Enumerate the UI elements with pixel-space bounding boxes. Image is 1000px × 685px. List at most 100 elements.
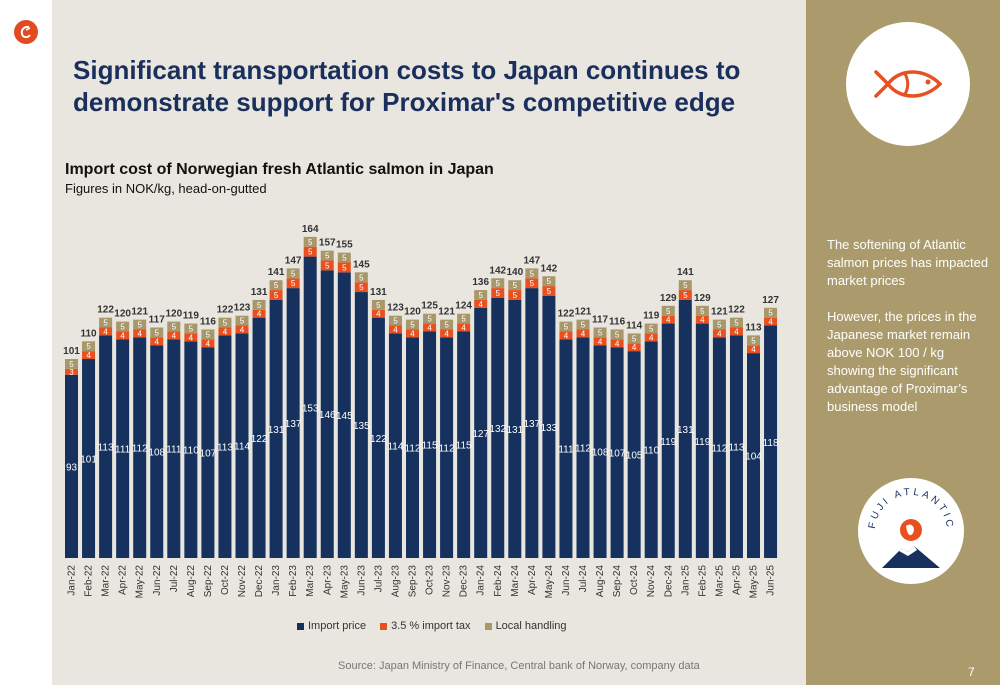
bar-segment xyxy=(661,323,675,558)
x-tick-label: Jun-24 xyxy=(561,565,572,596)
bar-segment xyxy=(184,341,198,558)
bar-segment xyxy=(440,329,454,338)
data-label-tax: 4 xyxy=(734,327,739,336)
data-label-tax: 4 xyxy=(615,339,620,348)
bar-segment xyxy=(286,268,300,279)
data-label-tax: 4 xyxy=(257,310,262,319)
bar-segment xyxy=(388,315,402,326)
bar-segment xyxy=(593,327,607,338)
bar-segment xyxy=(354,282,368,293)
legend-label-handling: Local handling xyxy=(495,620,567,632)
data-label-import: 131 xyxy=(268,425,285,436)
data-label-total: 101 xyxy=(63,346,80,357)
data-label-tax: 4 xyxy=(172,331,177,340)
data-label-tax: 4 xyxy=(478,300,483,309)
company-logo-icon xyxy=(14,20,38,44)
data-label-import: 137 xyxy=(285,419,302,430)
bar-segment xyxy=(627,343,641,352)
data-label-handling: 5 xyxy=(513,281,518,290)
bar-segment xyxy=(252,317,266,558)
data-label-handling: 5 xyxy=(189,324,194,333)
x-tick-label: May-25 xyxy=(749,565,760,599)
x-tick-label: Jan-22 xyxy=(67,565,78,596)
data-label-import: 113 xyxy=(728,443,744,454)
data-label-handling: 5 xyxy=(547,277,552,286)
bar-segment xyxy=(354,272,368,283)
bar-segment xyxy=(729,335,743,558)
bar-segment xyxy=(764,317,778,326)
bar-segment xyxy=(712,329,726,338)
data-label-import: 114 xyxy=(234,442,250,453)
data-label-total: 114 xyxy=(626,320,643,331)
data-label-handling: 5 xyxy=(581,321,586,330)
slide-title: Significant transportation costs to Japa… xyxy=(73,55,741,117)
x-tick-label: Jul-22 xyxy=(169,565,180,593)
data-label-import: 135 xyxy=(353,421,370,432)
data-label-total: 113 xyxy=(745,322,762,333)
bar-segment xyxy=(167,321,181,332)
x-tick-label: Jun-25 xyxy=(766,565,777,596)
chart-legend: Import price 3.5 % import tax Local hand… xyxy=(297,620,567,632)
data-label-total: 110 xyxy=(80,328,97,339)
data-label-tax: 4 xyxy=(666,316,671,325)
data-label-import: 111 xyxy=(115,445,131,456)
bar-segment xyxy=(559,339,573,558)
data-label-total: 155 xyxy=(336,240,353,251)
x-tick-label: Jun-23 xyxy=(356,565,367,596)
bar-segment xyxy=(406,319,419,330)
data-label-import: 112 xyxy=(132,444,148,455)
data-label-import: 101 xyxy=(80,455,97,466)
data-label-total: 157 xyxy=(319,238,336,249)
legend-label-import: Import price xyxy=(308,620,367,632)
x-tick-label: Sep-23 xyxy=(408,565,419,598)
data-label-handling: 5 xyxy=(393,317,398,326)
data-label-total: 121 xyxy=(131,307,148,318)
bar-segment xyxy=(320,270,334,558)
x-tick-label: Mar-25 xyxy=(714,565,725,597)
bar-segment xyxy=(337,272,351,558)
bar-segment xyxy=(644,341,658,558)
data-label-import: 108 xyxy=(148,448,165,459)
data-label-handling: 5 xyxy=(700,307,705,316)
bar-segment xyxy=(269,290,283,300)
source-note: Source: Japan Ministry of Finance, Centr… xyxy=(338,660,700,672)
data-label-total: 131 xyxy=(370,287,387,298)
bar-segment xyxy=(388,333,402,558)
bar-segment xyxy=(184,333,198,342)
bar-segment xyxy=(303,236,317,247)
fish-badge xyxy=(846,22,970,146)
bar-segment xyxy=(712,319,726,330)
data-label-tax: 3 xyxy=(69,368,74,377)
bar-segment xyxy=(644,333,658,342)
bar-segment xyxy=(491,288,505,298)
data-label-handling: 5 xyxy=(359,273,364,282)
bar-segment xyxy=(576,337,590,558)
data-label-handling: 5 xyxy=(291,269,296,278)
bar-segment xyxy=(576,329,590,338)
bar-segment xyxy=(764,307,778,318)
bar-segment xyxy=(678,290,692,300)
x-tick-label: Jan-25 xyxy=(680,565,691,596)
bar-segment xyxy=(406,329,419,338)
data-label-tax: 4 xyxy=(444,329,449,338)
data-label-tax: 4 xyxy=(717,329,722,338)
data-label-handling: 5 xyxy=(683,281,688,290)
data-label-import: 115 xyxy=(422,441,438,452)
bar-segment xyxy=(474,299,488,308)
data-label-handling: 5 xyxy=(206,330,211,339)
data-label-tax: 4 xyxy=(461,324,466,333)
bar-segment xyxy=(303,246,317,257)
x-tick-label: Feb-23 xyxy=(288,565,299,597)
bar-segment xyxy=(235,325,249,334)
data-label-import: 111 xyxy=(558,445,574,456)
data-label-total: 141 xyxy=(677,267,694,278)
data-label-tax: 5 xyxy=(342,263,347,272)
data-label-handling: 5 xyxy=(410,321,415,330)
data-label-tax: 5 xyxy=(308,248,313,257)
data-label-tax: 4 xyxy=(240,325,245,334)
data-label-tax: 4 xyxy=(700,316,705,325)
bar-segment xyxy=(99,317,113,328)
data-label-handling: 5 xyxy=(632,334,637,343)
data-label-handling: 5 xyxy=(496,279,501,288)
bar-segment xyxy=(99,327,113,336)
